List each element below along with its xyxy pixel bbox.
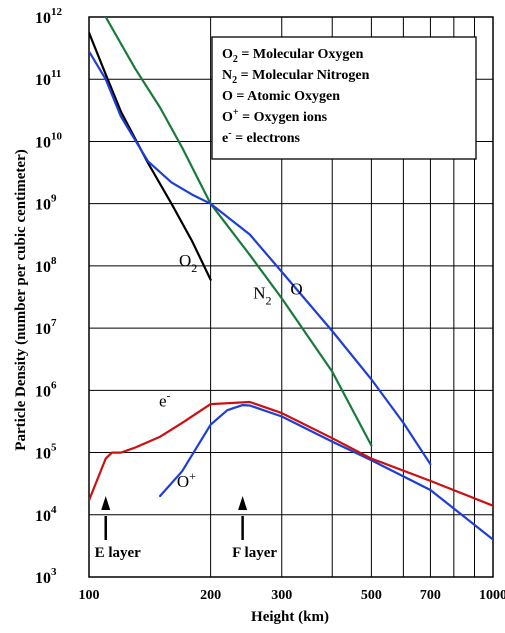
layer-arrow-head	[101, 496, 111, 510]
curve-label-o: O	[290, 279, 302, 298]
x-tick-label: 700	[420, 588, 441, 603]
y-tick-label: 1012	[35, 6, 63, 27]
plot-frame	[88, 16, 494, 578]
series-line-o-	[159, 404, 493, 541]
legend: O2 = Molecular Oxygen N2 = Molecular Nitr…	[211, 36, 477, 160]
legend-entry: N2 = Molecular Nitrogen	[222, 68, 370, 86]
y-tick-label: 107	[35, 317, 57, 338]
y-tick-label: 108	[35, 255, 57, 276]
x-tick-label: 500	[361, 588, 382, 603]
series-layer	[89, 17, 493, 541]
curve-label-electrons: e-	[159, 388, 171, 410]
x-tick-label: 300	[271, 588, 292, 603]
y-tick-label: 109	[35, 193, 57, 214]
x-tick-label: 1000	[479, 588, 505, 603]
series-line-o2	[89, 31, 212, 281]
legend-box	[211, 36, 477, 160]
legend-entry: O+ = Oxygen ions	[222, 107, 328, 125]
curve-label-n2: N2	[253, 283, 271, 307]
curve-label-o-: O+	[177, 469, 196, 491]
layer-arrow-head	[238, 496, 248, 510]
series-line-electrons	[89, 400, 493, 507]
y-tick-label: 104	[35, 504, 57, 525]
y-tick-label: 1010	[35, 130, 63, 151]
layer-label: E layer	[95, 545, 142, 561]
y-axis-title: Particle Density (number per cubic centi…	[13, 149, 29, 450]
annotation-layer: E layer F layer	[95, 496, 277, 561]
curve-label-layer: O2 N2 O O+ e-	[159, 251, 303, 491]
legend-entry: O = Atomic Oxygen	[222, 89, 340, 104]
y-tick-label: 1011	[35, 68, 61, 89]
y-tick-label: 105	[35, 442, 57, 463]
curve-label-o2: O2	[179, 251, 197, 275]
x-axis-title: Height (km)	[251, 609, 329, 625]
legend-entry: e- = electrons	[222, 128, 300, 146]
series-line-o	[89, 50, 432, 466]
x-tick-label: 200	[200, 588, 221, 603]
x-tick-label: 100	[79, 588, 100, 603]
y-tick-label: 103	[35, 566, 57, 587]
tick-layer: 103 104 105 106 107 108 109 1010 1011 1012 100 200 3…	[35, 6, 505, 603]
y-tick-label: 106	[35, 379, 57, 400]
legend-entry: O2 = Molecular Oxygen	[222, 47, 364, 65]
layer-label: F layer	[232, 545, 277, 561]
